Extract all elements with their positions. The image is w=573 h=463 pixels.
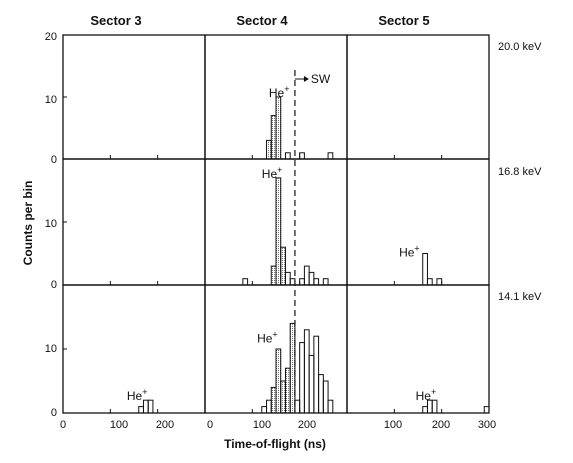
peak-label-r0-c1: He+: [269, 84, 290, 100]
x-tick-s5-200: 200: [432, 419, 450, 431]
hist-bar-r2-c1-x220: [308, 354, 315, 414]
hist-bar-r1-c1-x180: [289, 278, 296, 286]
x-tick-s3-200: 200: [156, 419, 174, 431]
x-tick-labels: 0 100 200 0 100 200 100 200 300: [60, 419, 496, 431]
column-title-sector-3: Sector 3: [90, 13, 141, 28]
hist-bar-r2-c1-x170: [284, 367, 291, 414]
x-tick-s4-200: 200: [298, 419, 316, 431]
hist-bar-r2-c1-x150: [275, 348, 282, 414]
hist-bar-r1-c1-x150: [275, 177, 282, 286]
panel-frame-r1-c0: [62, 158, 206, 286]
panel-frame-r2-c2: [346, 284, 490, 414]
y-axis-title: Counts per bin: [21, 181, 35, 266]
hist-bar-r1-c2-x170: [426, 278, 433, 286]
hist-bar-r2-c1-x230: [313, 335, 320, 414]
column-title-sector-5: Sector 5: [378, 13, 429, 28]
hist-bar-r0-c1-x150: [275, 96, 282, 160]
y-tick-row1-10: 10: [45, 218, 57, 230]
peak-label-r2-c2: He+: [416, 387, 437, 403]
peak-label-r2-c0: He+: [127, 387, 148, 403]
x-axis-title: Time-of-flight (ns): [224, 437, 326, 451]
hist-bar-r2-c1-x130: [266, 399, 272, 414]
hist-bar-r1-c1-x250: [322, 278, 329, 286]
y-tick-row1-0: 0: [51, 279, 57, 291]
histogram-bars: [138, 96, 490, 414]
panel-frame-r1-c2: [346, 158, 490, 286]
x-tick-s5-300: 300: [478, 419, 496, 431]
hist-bar-r2-c1-x120: [261, 406, 268, 414]
hist-bar-r0-c1-x260: [327, 152, 334, 160]
hist-bar-r2-c1-x140: [270, 386, 277, 414]
hist-bar-r1-c2-x160: [422, 253, 428, 286]
hist-bar-r2-c1-x200: [299, 342, 305, 414]
hist-bar-r2-c2-x180: [431, 399, 438, 414]
y-tick-row0-10: 10: [45, 94, 57, 106]
peak-label-r2-c1: He+: [257, 330, 278, 346]
y-tick-row0-0: 0: [51, 154, 57, 166]
y-tick-row2-0: 0: [51, 407, 57, 419]
hist-bar-r1-c1-x230: [313, 278, 320, 286]
hist-bar-r2-c1-x240: [318, 374, 324, 414]
panel-frame-r0-c2: [346, 34, 490, 160]
x-tick-s5-100: 100: [384, 419, 402, 431]
x-tick-s4-0: 0: [207, 419, 213, 431]
row-label-20-0-kev: 20.0 keV: [498, 41, 542, 53]
hist-bar-r1-c1-x220: [308, 271, 315, 286]
x-tick-s4-100: 100: [253, 419, 271, 431]
sw-label: SW: [311, 72, 331, 86]
hist-bar-r2-c2-x290: [483, 406, 490, 414]
hist-bar-r2-c1-x210: [303, 329, 310, 414]
hist-bar-r2-c2-x160: [422, 406, 428, 414]
hist-bar-r2-c1-x160: [280, 380, 286, 414]
hist-bar-r1-c1-x170: [284, 271, 291, 286]
hist-bar-r0-c1-x200: [299, 152, 305, 160]
hist-bar-r0-c1-x170: [284, 152, 291, 160]
peak-label-r1-c2: He+: [399, 244, 420, 260]
hist-bar-r2-c0-x170: [142, 399, 149, 414]
hist-bar-r1-c2-x190: [436, 278, 443, 286]
hist-bar-r1-c1-x160: [280, 246, 286, 286]
panel-frame-r0-c0: [62, 34, 206, 160]
x-tick-s3-0: 0: [60, 419, 66, 431]
hist-bar-r1-c1-x210: [303, 265, 310, 286]
hist-bar-r1-c1-x140: [270, 265, 277, 286]
hist-bar-r2-c0-x180: [147, 399, 154, 414]
hist-bar-r2-c1-x250: [322, 380, 329, 414]
hist-bar-r0-c1-x140: [270, 115, 277, 160]
y-tick-row2-10: 10: [45, 343, 57, 355]
row-label-14-1-kev: 14.1 keV: [498, 291, 542, 303]
peak-label-r1-c1: He+: [262, 165, 283, 181]
sw-arrow-icon: [303, 76, 309, 82]
hist-bar-r2-c1-x190: [294, 399, 301, 414]
y-tick-row0-20: 20: [45, 31, 57, 43]
annotations: He+ He+ He+ He+ He+ He+ SW: [127, 70, 436, 413]
row-label-16-8-kev: 16.8 keV: [498, 166, 542, 178]
x-tick-s3-100: 100: [110, 419, 128, 431]
hist-bar-r2-c1-x260: [327, 399, 334, 414]
hist-bar-r2-c0-x160: [138, 406, 144, 414]
hist-bar-r1-c1-x200: [299, 278, 305, 286]
hist-bar-r1-c1-x80: [242, 278, 249, 286]
hist-bar-r2-c1-x180: [289, 322, 296, 414]
y-tick-labels: 20 10 0 10 0 10 0: [45, 31, 57, 419]
hist-bar-r0-c1-x130: [266, 139, 272, 160]
panel-frames: [62, 34, 490, 414]
column-title-sector-4: Sector 4: [236, 13, 288, 28]
